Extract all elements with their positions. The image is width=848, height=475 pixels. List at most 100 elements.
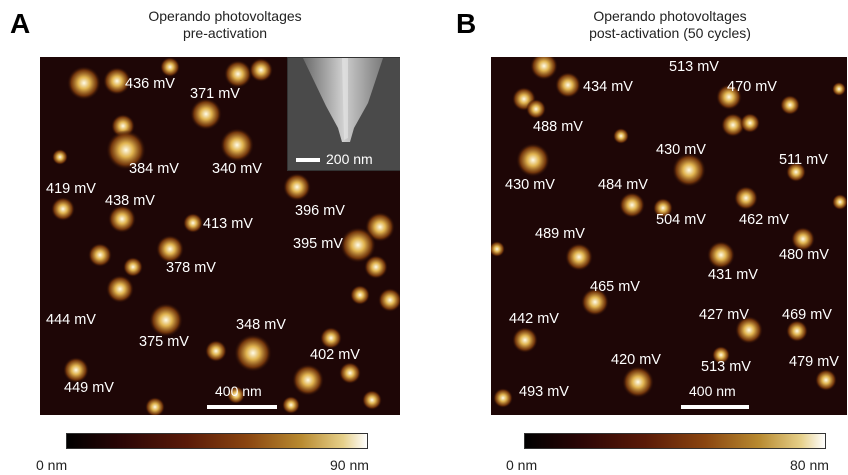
nanoparticle (526, 99, 546, 119)
nanoparticle (227, 386, 245, 404)
nanoparticle (123, 257, 143, 277)
nanoparticle (815, 369, 837, 391)
photovoltage-label: 402 mV (310, 347, 360, 363)
photovoltage-label: 395 mV (293, 236, 343, 252)
nanoparticle (108, 205, 136, 233)
nanoparticle (735, 316, 763, 344)
nanoparticle (622, 366, 654, 398)
nanoparticle (707, 241, 735, 269)
photovoltage-label: 513 mV (669, 59, 719, 75)
nanoparticle (190, 98, 222, 130)
colorbar-a-min: 0 nm (36, 457, 68, 473)
nanoparticle (491, 241, 505, 257)
nanoparticle (712, 346, 730, 364)
nanoparticle (183, 213, 203, 233)
afm-image-a: 200 nm 400 nm 436 mV 371 mV 384 mV 340 m… (40, 57, 400, 415)
photovoltage-label: 513 mV (701, 359, 751, 375)
nanoparticle (350, 285, 370, 305)
photovoltage-label: 438 mV (105, 193, 155, 209)
panel-a-title-line1: Operando photovoltages (148, 8, 302, 24)
panel-b-title-line2: post-activation (50 cycles) (589, 25, 751, 41)
nanoparticle (653, 198, 673, 218)
nanoparticle (340, 227, 376, 263)
nanoparticle (832, 194, 847, 210)
photovoltage-label: 511 mV (779, 152, 828, 168)
photovoltage-label: 396 mV (295, 203, 345, 219)
nanoparticle (283, 173, 311, 201)
colorbar-b-min: 0 nm (506, 457, 538, 473)
photovoltage-label: 431 mV (708, 267, 758, 283)
photovoltage-label: 442 mV (509, 311, 559, 327)
height-colorbar-a (66, 433, 368, 449)
photovoltage-label: 449 mV (64, 380, 114, 396)
scalebar-b-label: 400 nm (689, 383, 736, 399)
colorbar-b-max: 80 nm (790, 457, 829, 473)
inset-scalebar-line (296, 158, 320, 162)
nanoparticle (721, 113, 745, 137)
nanoparticle (88, 243, 112, 267)
photovoltage-label: 419 mV (46, 181, 96, 197)
photovoltage-label: 348 mV (236, 317, 286, 333)
nanoparticle (619, 192, 645, 218)
nanoparticle (565, 243, 593, 271)
scalebar-a-line (207, 405, 277, 409)
nanoparticle (734, 186, 758, 210)
photovoltage-label: 462 mV (739, 212, 789, 228)
scalebar-a-label: 400 nm (215, 383, 262, 399)
photovoltage-label: 493 mV (519, 384, 569, 400)
nanoparticle (716, 84, 742, 110)
nanoparticle (234, 334, 272, 372)
nanoparticle (63, 357, 89, 383)
nanoparticle (832, 82, 846, 96)
afm-image-b: 400 nm 513 mV 434 mV 470 mV 488 mV 430 m… (491, 57, 847, 415)
nanoparticle (160, 57, 180, 77)
nanoparticle (249, 58, 273, 82)
nanoparticle (106, 130, 146, 170)
photovoltage-label: 489 mV (535, 226, 585, 242)
nanoparticle (156, 235, 184, 263)
nanoparticle (512, 327, 538, 353)
nanoparticle (106, 275, 134, 303)
nanoparticle (740, 113, 760, 133)
panel-a-title: Operando photovoltages pre-activation (110, 8, 340, 42)
photovoltage-label: 480 mV (779, 247, 829, 263)
nanoparticle (220, 128, 254, 162)
photovoltage-label: 436 mV (125, 76, 175, 92)
afm-map-b (491, 57, 847, 415)
probe-sem-inset: 200 nm (287, 57, 400, 171)
nanoparticle (786, 162, 806, 182)
nanoparticle (339, 362, 361, 384)
photovoltage-label: 371 mV (190, 86, 240, 102)
panel-a-title-line2: pre-activation (182, 25, 268, 41)
height-colorbar-b (524, 433, 826, 449)
nanoparticle (613, 128, 629, 144)
nanoparticle (103, 67, 131, 95)
nanoparticle (516, 143, 550, 177)
panel-b-title-line1: Operando photovoltages (593, 8, 747, 24)
photovoltage-label: 420 mV (611, 352, 661, 368)
photovoltage-label: 469 mV (782, 307, 832, 323)
nanoparticle (292, 364, 324, 396)
photovoltage-label: 384 mV (129, 161, 179, 177)
photovoltage-label: 378 mV (166, 260, 216, 276)
nanoparticle (378, 288, 400, 312)
photovoltage-label: 488 mV (533, 119, 583, 135)
nanoparticle (205, 340, 227, 362)
nanoparticle (145, 397, 165, 415)
nanoparticle (791, 227, 815, 251)
nanoparticle (320, 327, 342, 349)
nanoparticle (67, 66, 101, 100)
panel-letter-a: A (10, 8, 31, 39)
nanoparticle (672, 153, 706, 187)
nanoparticle (364, 255, 388, 279)
nanoparticle (282, 396, 300, 414)
photovoltage-label: 430 mV (656, 142, 706, 158)
nanoparticle (786, 320, 808, 342)
photovoltage-label: 465 mV (590, 279, 640, 295)
photovoltage-label: 375 mV (139, 334, 189, 350)
nanoparticle (493, 388, 513, 408)
photovoltage-label: 444 mV (46, 312, 96, 328)
photovoltage-label: 484 mV (598, 177, 648, 193)
photovoltage-label: 340 mV (212, 161, 262, 177)
nanoparticle (555, 72, 581, 98)
